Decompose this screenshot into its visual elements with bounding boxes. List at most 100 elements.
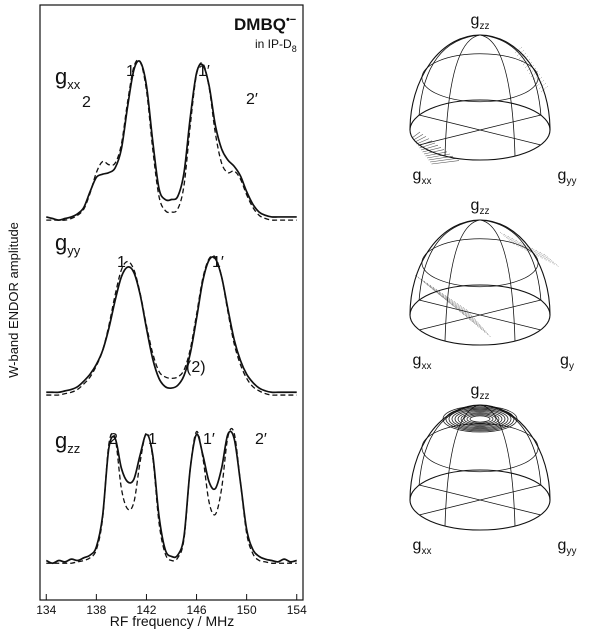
orientation-hatch bbox=[532, 73, 541, 81]
orientation-hatch bbox=[524, 61, 533, 69]
panel-label-main: g bbox=[55, 64, 67, 89]
x-tick-label: 142 bbox=[136, 603, 156, 617]
orientation-hatch bbox=[431, 160, 460, 165]
orientation-hatch bbox=[531, 247, 548, 262]
orientation-label-main: g bbox=[471, 197, 480, 214]
orientation-hatch bbox=[466, 414, 494, 424]
peak-label: 2 bbox=[82, 94, 91, 111]
orientation-label: gzz bbox=[471, 382, 490, 402]
orientation-hatch bbox=[448, 407, 512, 431]
sphere-meridian bbox=[418, 404, 481, 486]
orientation-hatch bbox=[426, 282, 453, 306]
orientation-hatch bbox=[454, 409, 506, 428]
peak-label: 1′ bbox=[212, 254, 224, 271]
x-axis-label: RF frequency / MHz bbox=[110, 613, 234, 629]
x-tick-label: 150 bbox=[237, 603, 257, 617]
title: DMBQ•− bbox=[234, 14, 296, 34]
panel-label-main: g bbox=[55, 428, 67, 453]
orientation-hatch bbox=[423, 149, 445, 155]
orientation-label: gyy bbox=[558, 167, 577, 187]
spectrum-line bbox=[45, 430, 297, 565]
orientation-hatch bbox=[530, 70, 539, 78]
orientation-hatch bbox=[456, 302, 483, 331]
orientation-hatch bbox=[523, 243, 540, 258]
orientation-hatch bbox=[526, 64, 535, 72]
orientation-label: gy bbox=[560, 352, 574, 372]
orientation-label-sub: y bbox=[569, 361, 574, 372]
plot-frame bbox=[39, 4, 304, 601]
sphere-axis bbox=[419, 484, 541, 516]
orientation-hatch bbox=[450, 298, 477, 326]
panel-label-sub: xx bbox=[67, 77, 81, 92]
orientation-label-sub: yy bbox=[566, 176, 576, 187]
orientation-hatch bbox=[413, 133, 424, 141]
orientation-hatch bbox=[435, 288, 462, 313]
orientation-label: gyy bbox=[558, 537, 577, 557]
sphere-base bbox=[409, 284, 551, 346]
sphere-meridian bbox=[444, 219, 481, 342]
spectrum-line bbox=[46, 256, 297, 394]
x-tick-label: 146 bbox=[187, 603, 207, 617]
sphere-meridian bbox=[479, 219, 516, 342]
orientation-label-sub: zz bbox=[479, 206, 489, 217]
orientation-hatch bbox=[420, 144, 439, 151]
orientation-hatch bbox=[528, 67, 537, 75]
sphere-meridian bbox=[479, 34, 516, 157]
orientation-label: gzz bbox=[471, 12, 490, 32]
subtitle-sub: 8 bbox=[292, 44, 297, 54]
sphere-dome bbox=[409, 219, 551, 316]
sphere-meridian bbox=[444, 34, 481, 157]
orientation-hatch bbox=[518, 52, 527, 60]
orientation-label-sub: zz bbox=[479, 21, 489, 32]
panel-label: gyy bbox=[55, 230, 81, 258]
orientation-label: gzz bbox=[471, 197, 490, 217]
orientation-sphere: gzz gxx gyy bbox=[409, 12, 577, 187]
x-tick-label: 138 bbox=[86, 603, 106, 617]
orientation-hatch bbox=[426, 153, 451, 159]
orientation-hatch bbox=[429, 158, 457, 163]
orientation-hatch bbox=[447, 296, 474, 323]
orientation-label-sub: zz bbox=[479, 391, 489, 402]
sphere-meridian bbox=[479, 404, 542, 486]
orientation-hatch bbox=[534, 76, 543, 84]
orientation-hatch bbox=[411, 131, 421, 139]
sphere-meridian bbox=[479, 219, 542, 301]
orientation-label-sub: yy bbox=[566, 546, 576, 557]
sphere-meridian bbox=[418, 34, 481, 116]
orientation-label: gxx bbox=[413, 167, 432, 187]
orientation-hatch bbox=[522, 58, 531, 66]
orientation-hatch bbox=[438, 290, 465, 316]
orientation-hatch bbox=[535, 249, 552, 264]
x-tick-label: 134 bbox=[36, 603, 56, 617]
sphere-meridian bbox=[418, 219, 481, 301]
orientation-hatch bbox=[416, 138, 430, 145]
peak-label: (2) bbox=[186, 359, 206, 376]
panel-label-sub: yy bbox=[67, 243, 81, 258]
orientation-label: gxx bbox=[413, 352, 432, 372]
peak-label: 1′ bbox=[203, 431, 215, 448]
orientation-hatch bbox=[540, 85, 549, 93]
sphere-axis bbox=[419, 299, 541, 331]
panel-label-sub: zz bbox=[67, 441, 80, 456]
panel-label: gxx bbox=[55, 64, 81, 92]
orientation-hatch bbox=[459, 304, 486, 333]
spectrum-line bbox=[46, 60, 297, 221]
sphere-meridian bbox=[444, 404, 481, 527]
orientation-label-sub: xx bbox=[421, 176, 431, 187]
peak-label: 2′ bbox=[255, 431, 267, 448]
orientation-hatch bbox=[445, 406, 515, 432]
orientation-hatch bbox=[463, 413, 497, 425]
orientation-hatch bbox=[507, 235, 524, 250]
sphere-base bbox=[409, 99, 551, 161]
spectrum-line bbox=[46, 59, 297, 221]
orientation-label-main: g bbox=[413, 537, 422, 554]
peak-label: 1 bbox=[126, 63, 135, 80]
sphere-dome bbox=[409, 404, 551, 501]
orientation-label: gxx bbox=[413, 537, 432, 557]
sphere-base bbox=[409, 469, 551, 531]
orientation-label-main: g bbox=[471, 382, 480, 399]
orientation-hatch bbox=[460, 412, 500, 426]
orientation-hatch bbox=[520, 55, 529, 63]
orientation-hatch bbox=[420, 278, 447, 301]
